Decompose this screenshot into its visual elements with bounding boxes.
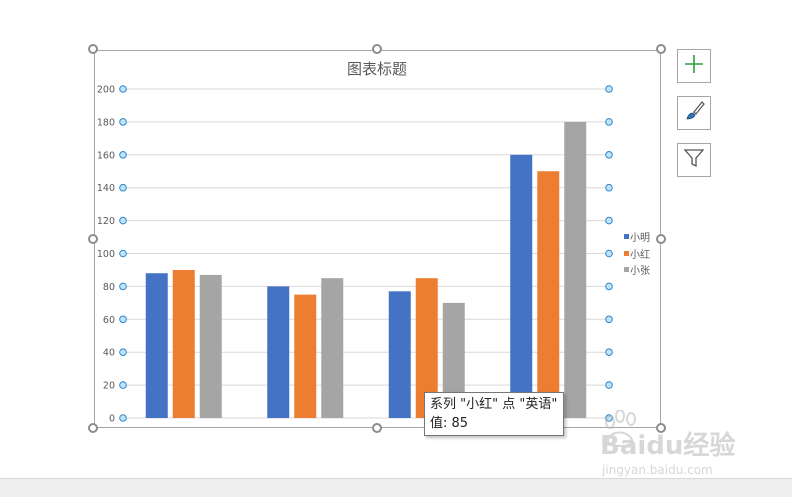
- chart-styles-button[interactable]: [677, 96, 711, 130]
- tooltip-series-point: 系列 "小红" 点 "英语": [430, 397, 558, 412]
- chart-area[interactable]: [94, 50, 661, 428]
- brush-icon: [683, 100, 705, 126]
- watermark-url: jingyan.baidu.com: [601, 463, 713, 477]
- watermark-brand: Baidu经验: [600, 430, 735, 461]
- baidu-jingyan-watermark: Baidu经验 jingyan.baidu.com: [600, 410, 735, 477]
- resize-handle-top-left[interactable]: [88, 44, 98, 54]
- resize-handle-top[interactable]: [372, 44, 382, 54]
- resize-handle-right[interactable]: [656, 234, 666, 244]
- data-point-tooltip: 系列 "小红" 点 "英语" 值: 85: [424, 392, 565, 436]
- bottom-status-strip: [0, 478, 792, 497]
- resize-handle-left[interactable]: [88, 234, 98, 244]
- plus-icon: [684, 54, 704, 78]
- tooltip-value: 值: 85: [430, 416, 469, 431]
- funnel-icon: [683, 147, 705, 173]
- resize-handle-bottom-right[interactable]: [656, 423, 666, 433]
- chart-elements-button[interactable]: [677, 49, 711, 83]
- resize-handle-bottom-left[interactable]: [88, 423, 98, 433]
- resize-handle-bottom[interactable]: [372, 423, 382, 433]
- resize-handle-top-right[interactable]: [656, 44, 666, 54]
- paw-logo-icon: [605, 410, 636, 447]
- chart-filters-button[interactable]: [677, 143, 711, 177]
